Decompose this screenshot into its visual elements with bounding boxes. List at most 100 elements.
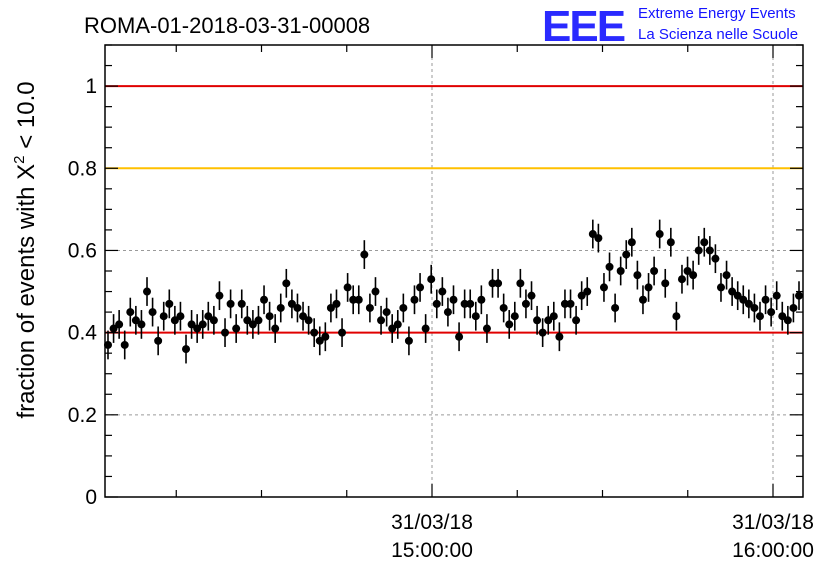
data-point [772,291,781,300]
x-tick-label-date: 31/03/18 [732,511,814,534]
tick-labels: 0 0.2 0.4 0.6 0.8 1 31/03/18 15:00:00 31/03/18 16… [68,75,814,562]
data-point [549,312,558,321]
data-point [293,303,302,312]
logo-mark: EEE [542,2,625,51]
x-tick-label-date: 31/03/18 [391,511,473,534]
data-point [560,299,569,308]
y-tick-label: 1 [85,75,97,98]
data-point [432,299,441,308]
x-tick-label-time: 15:00:00 [391,539,473,562]
data-point [644,283,653,292]
data-point [343,283,352,292]
data-point [438,287,447,296]
data-point [254,316,263,325]
y-tick-label: 0.4 [68,322,98,345]
data-point [655,230,664,239]
logo-line-2: La Scienza nelle Scuole [638,26,798,43]
data-point [360,250,369,259]
data-point [505,320,514,329]
data-point [271,324,280,333]
y-tick-label: 0.6 [68,239,97,262]
chart-title: ROMA-01-2018-03-31-00008 [84,13,370,38]
data-point [722,271,731,280]
plot-frame [104,44,804,498]
data-point [276,303,285,312]
data-point [605,262,614,271]
data-point [148,308,157,317]
data-point [421,324,430,333]
data-point [382,308,391,317]
data-point [728,287,737,296]
data-point [326,303,335,312]
data-point [221,328,230,337]
y-axis-label-superscript: 2 [11,155,28,163]
data-point [321,332,330,341]
y-tick-label: 0.8 [68,157,97,180]
data-point [165,299,174,308]
data-point [143,287,152,296]
data-point [404,336,413,345]
data-point [594,234,603,243]
data-point [187,320,196,329]
data-point [215,291,224,300]
data-point [533,316,542,325]
data-point [677,275,686,284]
data-point [304,316,313,325]
data-point [488,279,497,288]
data-point [449,295,458,304]
data-point [443,308,452,317]
eee-logo: EEE Extreme Energy Events La Scienza nel… [542,2,798,51]
data-point [705,246,714,255]
data-point [416,283,425,292]
data-point [572,316,581,325]
y-tick-label: 0 [85,486,97,509]
data-point [778,312,787,321]
data-point [460,299,469,308]
data-point [672,312,681,321]
data-point [789,303,798,312]
data-point [700,238,709,247]
data-point [393,320,402,329]
data-point [365,303,374,312]
axes [104,44,804,498]
data-point [349,295,358,304]
data-point [599,283,608,292]
data-point [237,299,246,308]
data-point [455,332,464,341]
data-point [689,271,698,280]
data-point [711,254,720,263]
data-point [666,238,675,247]
data-point [388,324,397,333]
data-point [744,299,753,308]
data-point [410,295,419,304]
data-point [622,250,631,259]
data-point [761,295,770,304]
data-point [265,312,274,321]
data-point [583,287,592,296]
data-point [137,320,146,329]
data-point [633,271,642,280]
data-point [131,316,140,325]
data-point [577,291,586,300]
data-point [332,299,341,308]
data-point [611,303,620,312]
data-point [377,316,386,325]
data-point [739,295,748,304]
data-point [371,287,380,296]
data-point [260,295,269,304]
data-point [482,324,491,333]
data-point [755,312,764,321]
grid [105,45,803,497]
y-axis-label-base: fraction of events with X [13,164,40,419]
y-tick-label: 0.2 [68,404,97,427]
data-point [466,299,475,308]
data-point [120,340,129,349]
data-point [544,316,553,325]
data-point [315,336,324,345]
data-point [716,283,725,292]
data-point [226,299,235,308]
data-points [104,219,803,364]
x-tick-label-time: 16:00:00 [732,539,814,562]
data-point [588,230,597,239]
